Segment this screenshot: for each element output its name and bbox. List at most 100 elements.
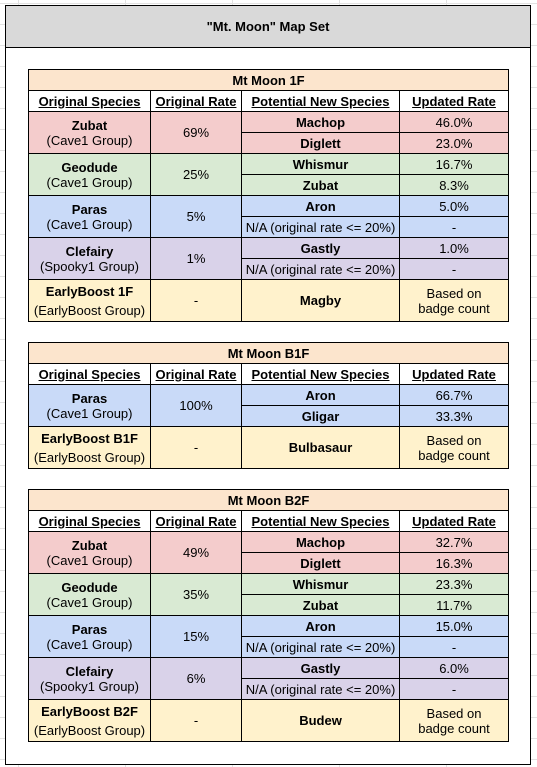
earlyboost-updated-line2: badge count <box>418 300 490 316</box>
earlyboost-updated-line1: Based on <box>426 432 482 448</box>
earlyboost-updated-cell: Based on badge count <box>398 699 510 742</box>
new-species: Whismur <box>241 573 400 595</box>
original-species-cell: Paras (Cave1 Group) <box>28 195 151 238</box>
updated-rate: 32.7% <box>398 531 510 553</box>
header-original-rate: Original Rate <box>150 90 242 112</box>
header-original-species: Original Species <box>28 90 151 112</box>
original-rate: 1% <box>150 237 242 280</box>
original-rate: 15% <box>150 615 242 658</box>
earlyboost-species-cell: EarlyBoost B1F (EarlyBoost Group) <box>28 426 151 469</box>
new-species: Gastly <box>241 657 400 679</box>
new-species: Whismur <box>241 153 400 175</box>
species-name: Zubat <box>71 537 108 553</box>
original-rate: 49% <box>150 531 242 574</box>
earlyboost-new-species: Budew <box>241 699 400 742</box>
earlyboost-updated-line2: badge count <box>418 447 490 463</box>
header-updated-rate: Updated Rate <box>398 510 510 532</box>
species-name: Paras <box>71 621 108 637</box>
earlyboost-name: EarlyBoost B1F <box>41 430 138 446</box>
original-rate: 25% <box>150 153 242 196</box>
page-title: "Mt. Moon" Map Set <box>6 6 530 48</box>
updated-rate: 23.3% <box>398 573 510 595</box>
species-name: Clefairy <box>65 663 114 679</box>
original-rate: 69% <box>150 111 242 154</box>
map-set-sheet: "Mt. Moon" Map Set Mt Moon 1F Original S… <box>5 5 531 765</box>
new-species: Machop <box>241 531 400 553</box>
new-species: Gligar <box>241 405 400 427</box>
new-species: N/A (original rate <= 20%) <box>241 678 400 700</box>
species-group: (Cave1 Group) <box>46 552 133 568</box>
new-species: Diglett <box>241 552 400 574</box>
new-species: Zubat <box>241 174 400 196</box>
species-name: Zubat <box>71 117 108 133</box>
header-original-species: Original Species <box>28 510 151 532</box>
earlyboost-new-species: Magby <box>241 279 400 322</box>
header-potential-new-species: Potential New Species <box>241 363 400 385</box>
new-species: Diglett <box>241 132 400 154</box>
earlyboost-updated-cell: Based on badge count <box>398 426 510 469</box>
species-group: (Spooky1 Group) <box>40 678 139 694</box>
header-potential-new-species: Potential New Species <box>241 510 400 532</box>
updated-rate: 66.7% <box>398 384 510 406</box>
floor-table-b2f: Mt Moon B2F Original Species Original Ra… <box>27 489 510 742</box>
new-species: N/A (original rate <= 20%) <box>241 258 400 280</box>
species-name: Clefairy <box>65 243 114 259</box>
original-species-cell: Zubat (Cave1 Group) <box>28 111 151 154</box>
floor-title: Mt Moon 1F <box>27 69 510 91</box>
species-group: (Spooky1 Group) <box>40 258 139 274</box>
updated-rate: 6.0% <box>398 657 510 679</box>
updated-rate: 1.0% <box>398 237 510 259</box>
updated-rate: - <box>398 258 510 280</box>
updated-rate: 23.0% <box>398 132 510 154</box>
species-group: (Cave1 Group) <box>46 594 133 610</box>
updated-rate: - <box>398 636 510 658</box>
original-species-cell: Zubat (Cave1 Group) <box>28 531 151 574</box>
updated-rate: 15.0% <box>398 615 510 637</box>
new-species: Aron <box>241 195 400 217</box>
new-species: N/A (original rate <= 20%) <box>241 216 400 238</box>
earlyboost-species-cell: EarlyBoost 1F (EarlyBoost Group) <box>28 279 151 322</box>
earlyboost-updated-line1: Based on <box>426 285 482 301</box>
earlyboost-group: (EarlyBoost Group) <box>33 302 146 318</box>
updated-rate: - <box>398 216 510 238</box>
earlyboost-updated-cell: Based on badge count <box>398 279 510 322</box>
species-name: Paras <box>71 390 108 406</box>
original-rate: 35% <box>150 573 242 616</box>
earlyboost-name: EarlyBoost B2F <box>41 703 138 719</box>
species-name: Paras <box>71 201 108 217</box>
earlyboost-group: (EarlyBoost Group) <box>33 449 146 465</box>
updated-rate: 46.0% <box>398 111 510 133</box>
original-species-cell: Paras (Cave1 Group) <box>28 384 151 427</box>
updated-rate: 8.3% <box>398 174 510 196</box>
updated-rate: 16.3% <box>398 552 510 574</box>
species-group: (Cave1 Group) <box>46 132 133 148</box>
floor-table-b1f: Mt Moon B1F Original Species Original Ra… <box>27 342 510 469</box>
floor-title: Mt Moon B2F <box>27 489 510 511</box>
floor-table-1f: Mt Moon 1F Original Species Original Rat… <box>27 69 510 322</box>
species-name: Geodude <box>61 579 118 595</box>
new-species: Aron <box>241 384 400 406</box>
header-original-rate: Original Rate <box>150 510 242 532</box>
earlyboost-group: (EarlyBoost Group) <box>33 722 146 738</box>
header-original-species: Original Species <box>28 363 151 385</box>
earlyboost-updated-line2: badge count <box>418 720 490 736</box>
original-species-cell: Clefairy (Spooky1 Group) <box>28 657 151 700</box>
new-species: Aron <box>241 615 400 637</box>
header-updated-rate: Updated Rate <box>398 363 510 385</box>
updated-rate: 16.7% <box>398 153 510 175</box>
header-updated-rate: Updated Rate <box>398 90 510 112</box>
original-species-cell: Paras (Cave1 Group) <box>28 615 151 658</box>
original-species-cell: Geodude (Cave1 Group) <box>28 573 151 616</box>
new-species: Zubat <box>241 594 400 616</box>
original-rate: 100% <box>150 384 242 427</box>
original-rate: 6% <box>150 657 242 700</box>
earlyboost-rate: - <box>150 426 242 469</box>
floor-title: Mt Moon B1F <box>27 342 510 364</box>
earlyboost-species-cell: EarlyBoost B2F (EarlyBoost Group) <box>28 699 151 742</box>
species-group: (Cave1 Group) <box>46 636 133 652</box>
earlyboost-updated-line1: Based on <box>426 705 482 721</box>
earlyboost-rate: - <box>150 699 242 742</box>
new-species: N/A (original rate <= 20%) <box>241 636 400 658</box>
earlyboost-name: EarlyBoost 1F <box>45 283 134 299</box>
species-group: (Cave1 Group) <box>46 216 133 232</box>
